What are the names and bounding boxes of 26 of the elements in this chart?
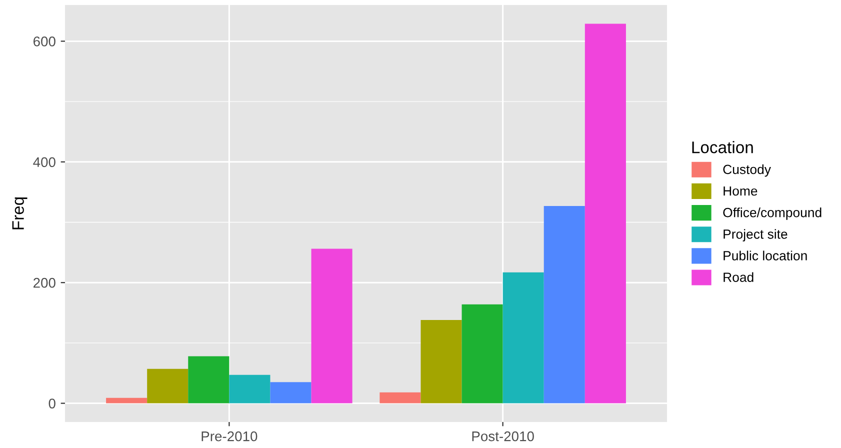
bar: [188, 356, 230, 404]
legend-label: Public location: [724, 250, 807, 260]
bar: [420, 320, 462, 404]
legend-title: Location: [692, 141, 753, 154]
x-tick-label: Pre-2010: [202, 431, 258, 442]
bar: [584, 24, 626, 404]
legend-label: Road: [724, 272, 754, 282]
legend-label: Office/compound: [723, 208, 822, 220]
bar: [106, 398, 148, 404]
bar: [380, 392, 421, 404]
bar: [229, 374, 270, 404]
bar: [502, 272, 544, 404]
bar: [147, 368, 188, 404]
y-axis-title: Freq: [12, 197, 28, 230]
bar: [544, 206, 585, 404]
bar: [462, 304, 503, 404]
bar: [311, 248, 352, 404]
y-tick-label: 0: [48, 398, 56, 408]
y-tick-label: 600: [34, 36, 56, 46]
legend-label: Home: [724, 186, 758, 196]
bar: [270, 382, 312, 404]
legend-label: Custody: [723, 164, 771, 177]
legend-label: Project site: [724, 229, 788, 242]
y-tick-label: 200: [34, 278, 56, 288]
y-tick-label: 400: [33, 157, 56, 168]
x-tick-label: Post-2010: [472, 431, 534, 442]
